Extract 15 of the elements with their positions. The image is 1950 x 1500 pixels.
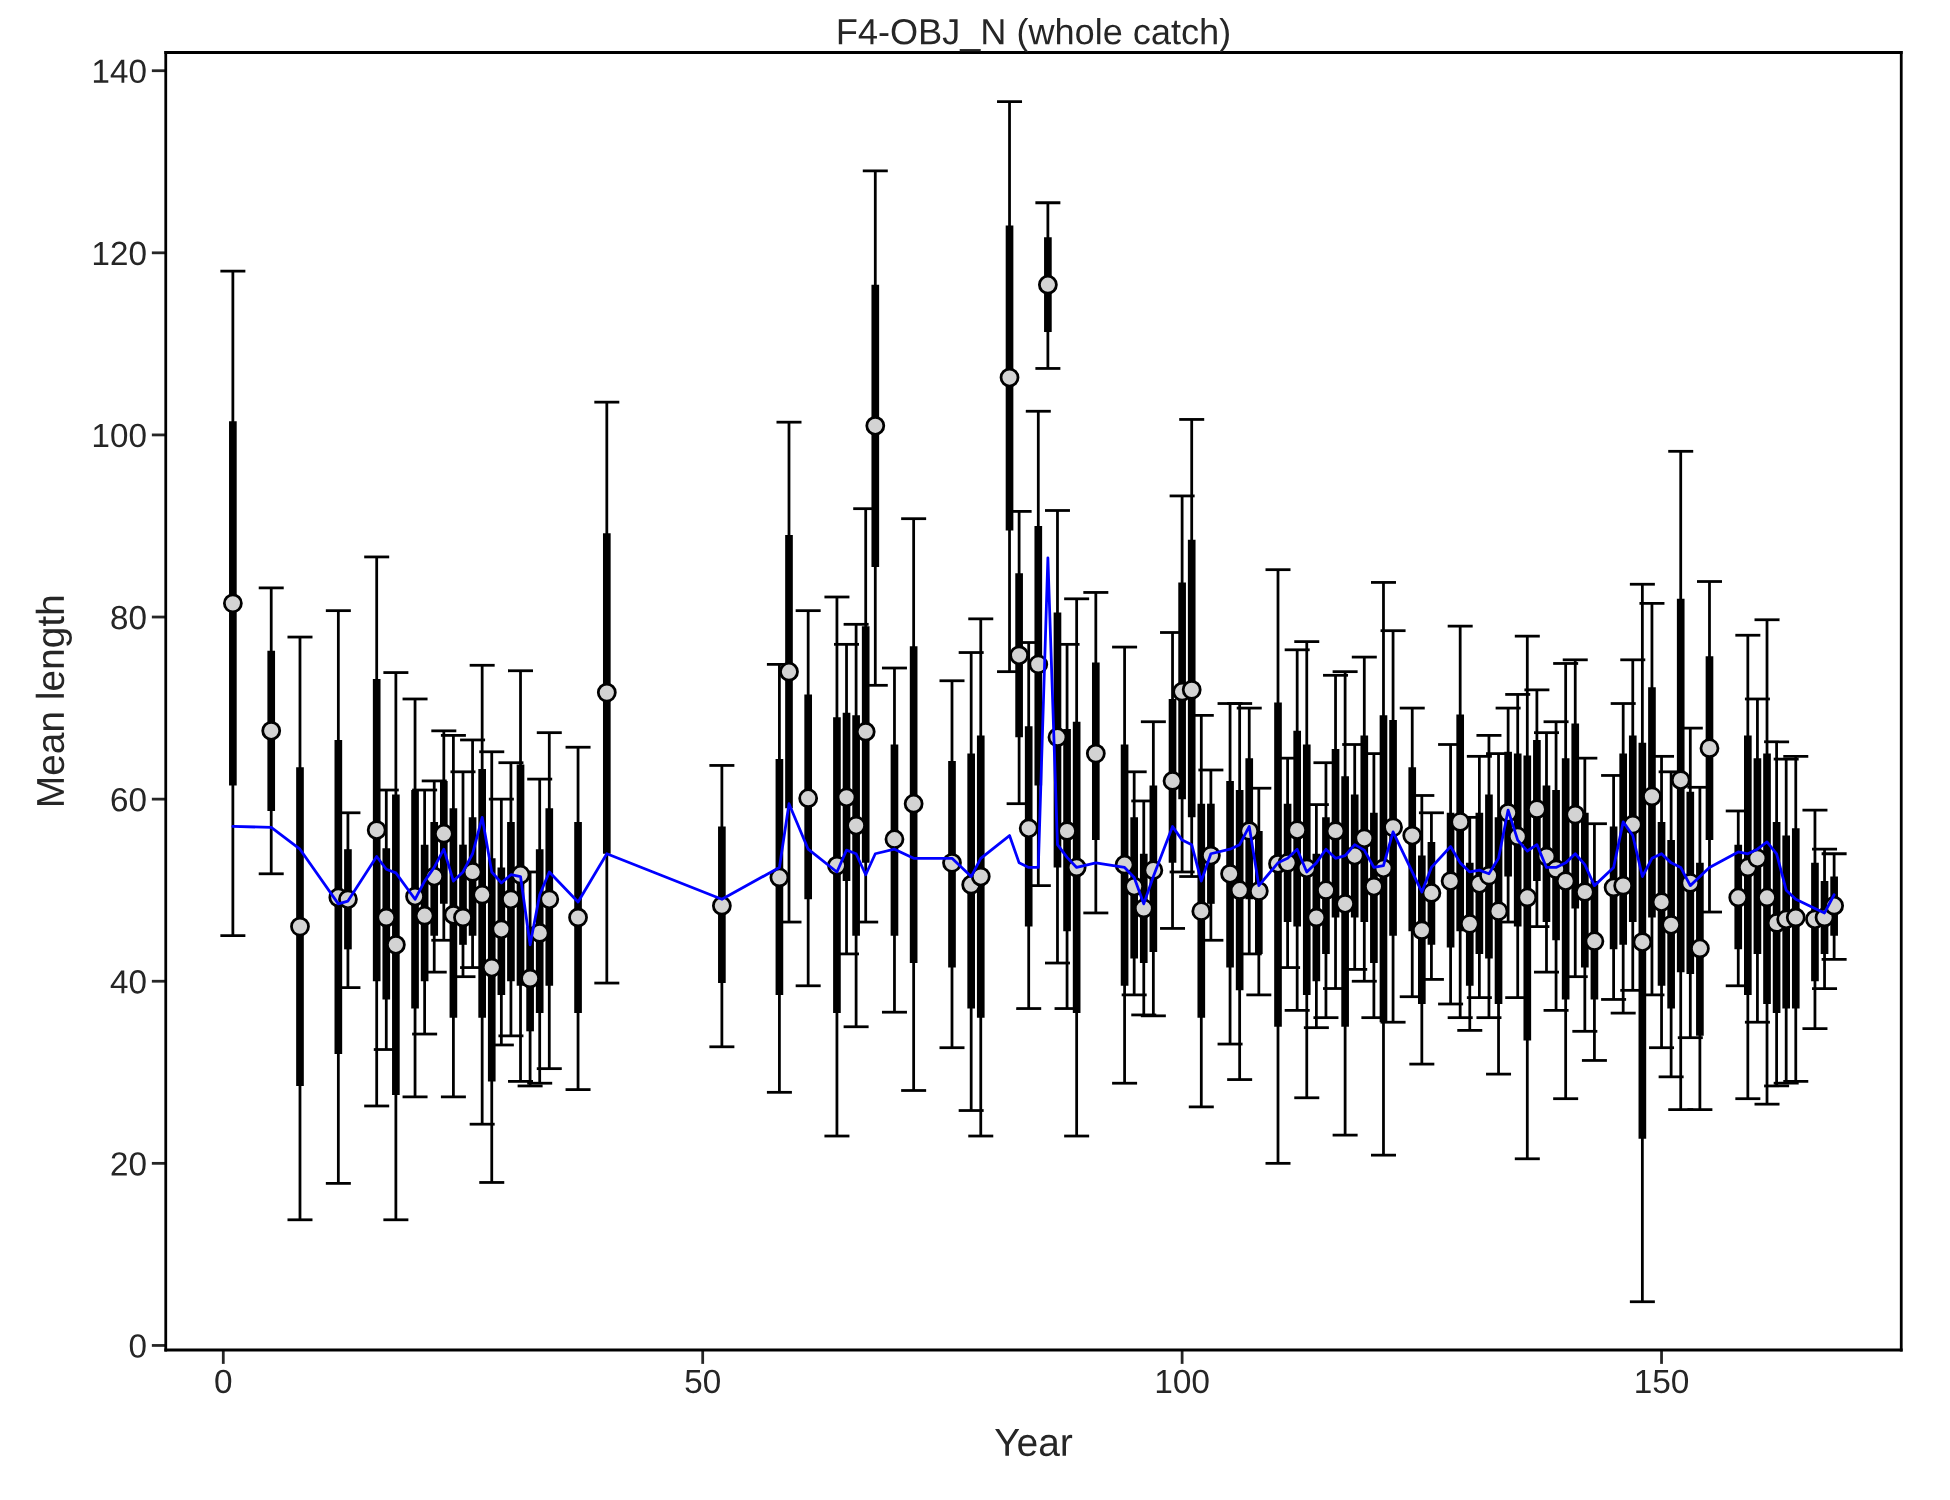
y-axis-title: Mean length — [35, 596, 72, 806]
x-tick-label: 150 — [1636, 1369, 1689, 1394]
y-tick-label: 80 — [111, 605, 146, 630]
y-tick-label: 40 — [110, 970, 146, 994]
x-tick-label: 100 — [1156, 1369, 1209, 1394]
y-tick-label: 60 — [111, 787, 146, 812]
chart-title: F4-OBJ_N (whole catch) — [838, 18, 1229, 52]
x-tick-label: 0 — [215, 1369, 232, 1394]
y-tick-label: 100 — [93, 423, 146, 448]
y-tick-label: 120 — [93, 241, 146, 266]
x-tick-label: 50 — [685, 1369, 720, 1394]
y-tick-label: 0 — [129, 1334, 146, 1358]
y-tick-label: 20 — [111, 1152, 146, 1176]
x-axis-title: Year — [995, 1429, 1073, 1457]
y-tick-label: 140 — [93, 59, 146, 84]
